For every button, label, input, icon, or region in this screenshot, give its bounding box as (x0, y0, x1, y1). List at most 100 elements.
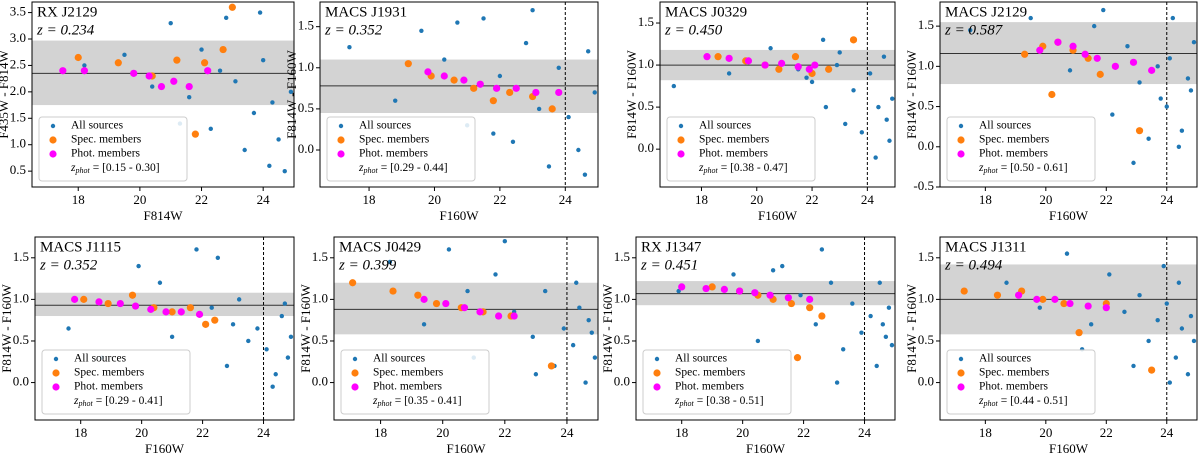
legend-marker (338, 123, 344, 129)
point (276, 137, 281, 142)
x-axis-label: F814W (144, 208, 184, 223)
legend-note: zphot = [0.35 - 0.41] (372, 395, 462, 408)
series-points (424, 68, 563, 97)
point (850, 301, 855, 306)
y-axis-label: F814W - F160W (0, 283, 14, 372)
point (170, 77, 178, 85)
panel: 18 20 22 24 0.5 1.0 1.5 2.0 2.5 3.0 3.5 F814W F435W … (0, 1, 295, 223)
point (185, 82, 193, 91)
point (1051, 295, 1059, 303)
legend-marker (49, 136, 57, 144)
series-points (420, 295, 518, 320)
point (543, 288, 548, 294)
note-sub: phot (376, 399, 392, 408)
point (778, 59, 786, 67)
x-tick-label: 24 (559, 192, 573, 207)
panel: 18 20 22 24 0.0 0.5 1.0 1.5 F160W F814W - F160W MA… (904, 236, 1198, 456)
legend-marker (352, 356, 358, 362)
x-axis-label: F160W (440, 208, 480, 223)
y-tick-label: 1.5 (918, 249, 934, 264)
legend-marker (957, 150, 965, 158)
point (470, 84, 478, 92)
point (886, 305, 892, 310)
point (209, 305, 214, 310)
legend: All sources Spec. members Phot. members zph… (666, 116, 816, 182)
cluster-name: RX J1347 (641, 239, 702, 255)
note-sub: phot (362, 166, 378, 175)
note-text: = [0.38 - 0.47] (721, 162, 788, 174)
point (993, 291, 1002, 299)
legend-label: All sources (699, 120, 752, 132)
point (884, 117, 889, 122)
note-symbol: z (73, 395, 79, 407)
note-text: = [0.38 - 0.51] (697, 395, 764, 407)
point (217, 68, 223, 73)
point (703, 53, 711, 61)
series-points (387, 238, 598, 385)
x-tick-label: 24 (858, 425, 872, 440)
point (71, 295, 79, 303)
point (104, 299, 112, 308)
note-text: = [0.44 - 0.51] (1001, 395, 1068, 407)
point (787, 299, 796, 308)
point (279, 313, 285, 319)
point (1015, 291, 1023, 299)
legend-label: Spec. members (699, 134, 770, 146)
y-tick-label: 0.5 (614, 332, 630, 347)
x-tick-label: 24 (257, 425, 271, 440)
point (145, 72, 153, 80)
y-tick-label: 1.5 (312, 249, 328, 264)
point (793, 354, 802, 362)
point (493, 84, 501, 92)
y-tick-label: 1.0 (918, 290, 934, 305)
point (95, 298, 103, 306)
point (883, 334, 889, 340)
point (1148, 66, 1156, 74)
point (349, 279, 357, 287)
legend-label: All sources (979, 353, 1032, 365)
point (1137, 80, 1142, 85)
legend-marker (653, 369, 661, 377)
redshift: z = 0.450 (664, 22, 723, 38)
point (460, 76, 468, 84)
note-symbol: z (372, 395, 378, 407)
note-symbol: z (358, 162, 364, 174)
legend-box (340, 349, 490, 415)
point (556, 65, 561, 70)
legend: All sources Spec. members Phot. members zph… (340, 349, 490, 415)
y-tick-label: 0.0 (614, 374, 630, 389)
y-tick-label: 0.5 (918, 98, 934, 113)
x-tick-label: 22 (797, 425, 810, 440)
legend: All sources Spec. members Phot. members zph… (326, 116, 476, 182)
point (794, 63, 802, 71)
note-sub: phot (77, 399, 93, 408)
point (122, 52, 127, 58)
point (837, 50, 842, 55)
point (455, 20, 460, 25)
point (589, 330, 594, 335)
legend-box (41, 349, 191, 415)
point (512, 84, 520, 92)
legend-note: zphot = [0.29 - 0.41] (73, 395, 163, 408)
y-tick-label: 0.0 (298, 141, 314, 156)
legend-marker (351, 369, 359, 377)
legend-label: All sources (359, 120, 412, 132)
point (246, 338, 251, 344)
point (731, 272, 736, 277)
note-symbol: z (70, 162, 76, 174)
y-axis-label: F435W - F814W (0, 49, 11, 138)
member-band (32, 40, 294, 106)
x-tick-label: 22 (1100, 425, 1113, 440)
panel: 18 20 22 24 0.0 0.5 1.0 1.5 F160W F814W - F160W MA… (624, 1, 896, 223)
point (82, 63, 87, 68)
point (510, 139, 516, 144)
legend-label: Spec. members (71, 134, 142, 146)
legend-note: zphot = [0.38 - 0.47] (698, 162, 788, 175)
point (1004, 280, 1009, 285)
point (80, 67, 88, 75)
point (219, 45, 227, 54)
panel: 18 20 22 24 0.0 0.5 1.0 1.5 F160W F814W - F160W MA… (0, 236, 295, 456)
point (1110, 112, 1115, 117)
point (1125, 44, 1130, 49)
y-tick-label: 1.0 (312, 290, 328, 305)
